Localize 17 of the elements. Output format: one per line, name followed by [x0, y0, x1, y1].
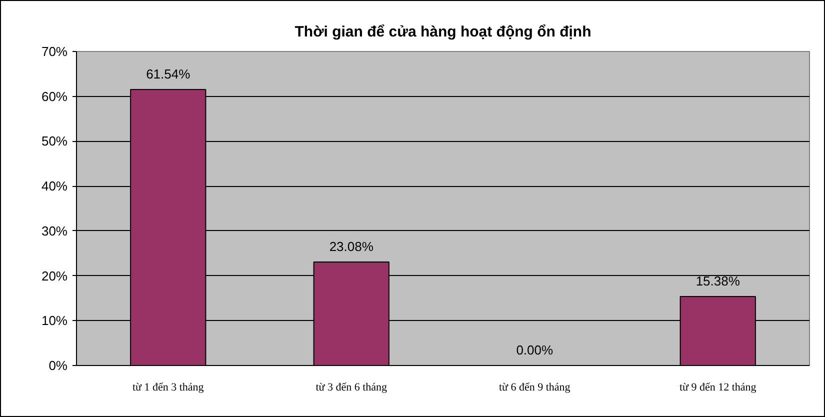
- y-tick-label: 10%: [41, 313, 68, 328]
- y-tick-label: 0%: [48, 358, 68, 373]
- y-tick-label: 30%: [41, 223, 68, 238]
- data-label: 61.54%: [146, 66, 191, 82]
- y-tick-label: 60%: [41, 88, 68, 104]
- data-label: 15.38%: [696, 274, 740, 289]
- x-tick-label: từ 3 đến 6 tháng: [316, 382, 388, 394]
- x-tick-label: từ 6 đến 9 tháng: [498, 382, 571, 394]
- data-label: 23.08%: [329, 238, 374, 254]
- data-label: 0.00%: [516, 342, 554, 358]
- x-tick-label: từ 1 đến 3 tháng: [132, 382, 204, 394]
- y-tick-label: 50%: [41, 134, 68, 149]
- y-tick-label: 70%: [41, 44, 68, 59]
- chart-title: Thời gian để cửa hàng hoạt động ổn định: [294, 24, 592, 40]
- y-tick-label: 40%: [41, 178, 68, 194]
- y-tick-label: 20%: [41, 268, 68, 284]
- x-tick-label: từ 9 đến 12 tháng: [679, 382, 757, 394]
